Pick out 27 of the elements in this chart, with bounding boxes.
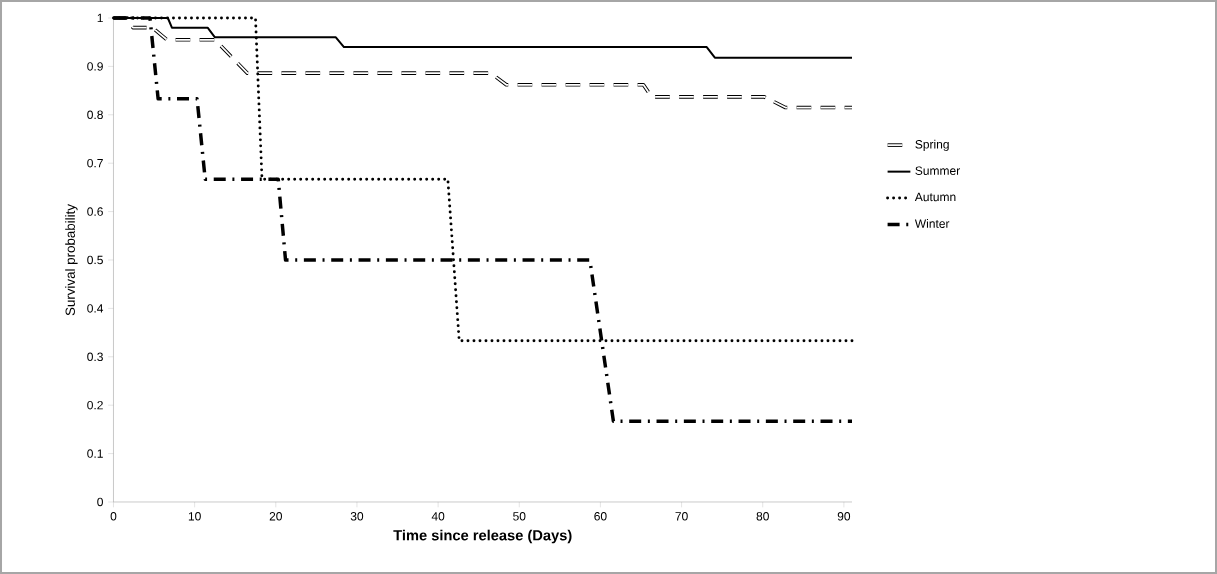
y-tick-label: 0.3 xyxy=(87,352,103,362)
legend-label: Spring xyxy=(915,139,949,151)
x-tick-label: 30 xyxy=(350,512,364,521)
x-tick-label: 90 xyxy=(837,512,851,521)
x-tick-label: 80 xyxy=(756,512,769,521)
y-tick-label: 0.7 xyxy=(87,158,103,168)
legend-label: Autumn xyxy=(914,192,956,202)
y-tick-label: 0.1 xyxy=(87,449,103,458)
x-tick-label: 20 xyxy=(269,512,282,521)
x-tick-label: 10 xyxy=(188,512,201,521)
x-tick-label: 40 xyxy=(431,512,445,521)
y-tick-label: 1 xyxy=(97,13,103,23)
y-axis-title: Survival probability xyxy=(65,204,78,316)
y-tick-label: 0.9 xyxy=(87,62,103,71)
legend-label: Summer xyxy=(915,166,960,175)
x-tick-label: 70 xyxy=(675,512,688,521)
x-axis-title: Time since release (Days) xyxy=(393,529,572,544)
y-tick-label: 0.8 xyxy=(87,110,103,120)
x-tick-label: 0 xyxy=(110,512,117,521)
y-tick-label: 0.2 xyxy=(87,400,103,410)
y-tick-label: 0.6 xyxy=(87,207,103,216)
y-tick-label: 0.5 xyxy=(87,255,103,265)
y-tick-label: 0.4 xyxy=(87,304,104,313)
legend-label: Winter xyxy=(914,219,950,228)
y-tick-label: 0 xyxy=(97,497,103,507)
x-tick-label: 60 xyxy=(594,512,607,521)
x-tick-label: 50 xyxy=(513,512,526,521)
